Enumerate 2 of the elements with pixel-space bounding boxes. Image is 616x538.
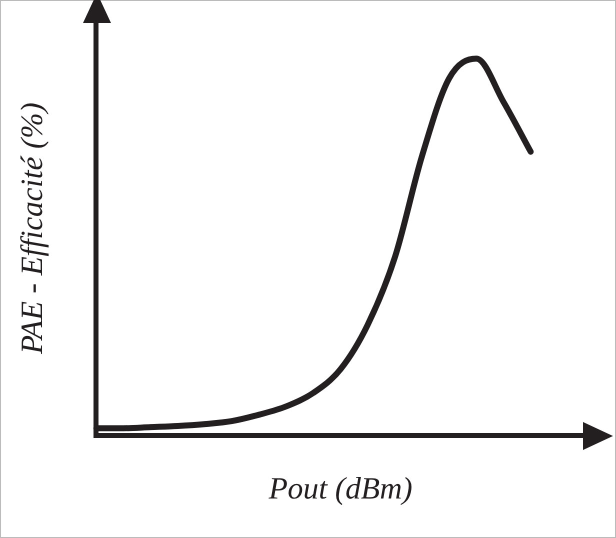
x-axis-title: Pout (dBm) (268, 470, 412, 506)
y-axis-title: PAE - Efficacité (%) (14, 102, 49, 356)
